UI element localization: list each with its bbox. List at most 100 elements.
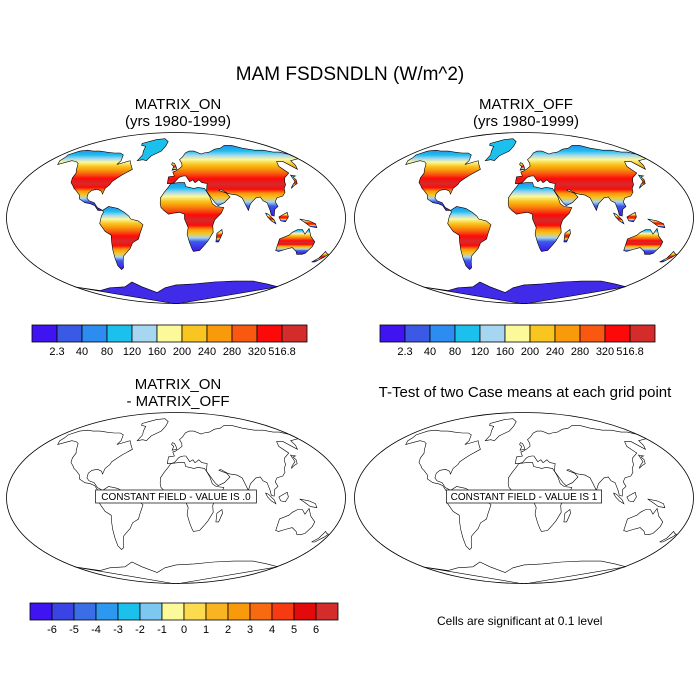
map-ttest-coastline-greenland bbox=[484, 418, 517, 442]
map-matrix-on-land-fill-newguinea bbox=[299, 219, 317, 228]
panel-title-difference: MATRIX_ON - MATRIX_OFF bbox=[126, 376, 230, 410]
colorbar-matrix-on-swatch bbox=[281, 324, 308, 343]
colorbar-difference-tick-label: 0 bbox=[181, 624, 187, 636]
colorbar-matrix-off-swatch bbox=[529, 324, 556, 343]
colorbar-matrix-on-swatch bbox=[131, 324, 158, 343]
map-ttest-coastline-japan bbox=[637, 454, 646, 469]
colorbar-difference-tick-label: -2 bbox=[135, 624, 145, 636]
colorbar-matrix-on-swatch bbox=[81, 324, 108, 343]
panel-title-ttest: T-Test of two Case means at each grid po… bbox=[378, 384, 672, 401]
map-difference-coastline-nz bbox=[311, 530, 329, 543]
panel-title-matrix-off: MATRIX_OFF (yrs 1980-1999) bbox=[473, 96, 579, 130]
map-difference-svg: CONSTANT FIELD - VALUE IS .0 bbox=[6, 412, 346, 584]
map-difference-coastline-madagascar bbox=[215, 508, 223, 523]
colorbar-matrix-on-swatch bbox=[156, 324, 183, 343]
map-ttest-coastline-newguinea bbox=[647, 498, 666, 508]
colorbar-difference-tick-label: -6 bbox=[47, 624, 57, 636]
colorbar-difference-swatch bbox=[29, 602, 53, 621]
colorbar-matrix-off-tick-label: 200 bbox=[521, 346, 539, 358]
map-matrix-off-land-fill-greenland bbox=[485, 138, 517, 161]
colorbar-difference-swatch bbox=[271, 602, 295, 621]
map-difference-coastline-japan bbox=[289, 454, 298, 469]
colorbar-difference-svg: -6 -5 -4 -3 -2 -1 0 1 2 3 4 5 6 bbox=[29, 602, 339, 636]
colorbar-difference-tick-label: 3 bbox=[247, 624, 253, 636]
map-difference-coastline-greenland bbox=[136, 418, 169, 442]
map-ttest-coastline-borneo bbox=[626, 491, 637, 503]
colorbar-matrix-on-tick-label: 160 bbox=[148, 346, 166, 358]
colorbar-matrix-off-swatch bbox=[454, 324, 481, 343]
colorbar-difference-tick-label: 5 bbox=[291, 624, 297, 636]
map-ttest-boundary bbox=[354, 412, 694, 584]
map-ttest-constant-field-label: CONSTANT FIELD - VALUE IS 1 bbox=[451, 492, 598, 503]
map-difference-constant-field-label: CONSTANT FIELD - VALUE IS .0 bbox=[101, 492, 251, 503]
colorbar-difference-tick-label: -3 bbox=[113, 624, 123, 636]
map-difference-coastline-britain bbox=[171, 442, 178, 451]
map-difference-boundary bbox=[6, 412, 346, 584]
map-matrix-on-land-fill-australia bbox=[275, 228, 315, 255]
colorbar-difference-tick-label: -5 bbox=[69, 624, 79, 636]
significance-note: Cells are significant at 0.1 level bbox=[437, 614, 603, 628]
colorbar-matrix-on-tick-label: 120 bbox=[123, 346, 141, 358]
colorbar-matrix-off-swatch bbox=[479, 324, 506, 343]
map-matrix-on-land-fill-namerica bbox=[57, 150, 133, 211]
colorbar-difference-swatch bbox=[51, 602, 75, 621]
map-matrix-on-coastline-sumatra bbox=[264, 212, 277, 225]
map-difference: CONSTANT FIELD - VALUE IS .0 bbox=[6, 412, 346, 589]
map-ttest-coastline-namerica bbox=[405, 429, 481, 491]
colorbar-matrix-off-swatch bbox=[404, 324, 431, 343]
map-matrix-off-coastline-britain bbox=[519, 162, 526, 171]
colorbar-difference-swatch bbox=[293, 602, 317, 621]
map-matrix-off-coastline-nz bbox=[659, 250, 677, 263]
colorbar-matrix-on-swatch bbox=[206, 324, 233, 343]
map-matrix-off-land-fill-eurasia bbox=[515, 145, 646, 217]
map-matrix-on-coastline-namerica bbox=[57, 149, 133, 211]
map-matrix-on-coastline-greenland bbox=[136, 138, 169, 162]
map-matrix-on-coastline-australia bbox=[275, 227, 316, 255]
map-matrix-off-land-fill-antarctica bbox=[422, 281, 626, 304]
map-matrix-on-coastline-africa bbox=[159, 182, 225, 252]
colorbar-matrix-off-swatch bbox=[629, 324, 656, 343]
map-matrix-on-coastline-antarctica bbox=[73, 280, 279, 304]
colorbar-difference-swatch bbox=[161, 602, 185, 621]
colorbar-difference-swatch bbox=[315, 602, 339, 621]
colorbar-difference-swatch bbox=[95, 602, 119, 621]
colorbar-difference-tick-label: 4 bbox=[269, 624, 275, 636]
colorbar-matrix-off-tick-label: 80 bbox=[449, 346, 461, 358]
map-difference-coastline-namerica bbox=[57, 429, 133, 491]
colorbar-difference-swatch bbox=[205, 602, 229, 621]
map-ttest-constant-field-box bbox=[446, 489, 602, 504]
colorbar-matrix-off: 2.3 40 80 120 160 200 240 280 320 516.8 bbox=[368, 324, 667, 366]
colorbar-matrix-on-tick-label: 80 bbox=[101, 346, 113, 358]
colorbar-difference-tick-label: -4 bbox=[91, 624, 101, 636]
map-matrix-on-coastline-eurasia bbox=[166, 145, 299, 217]
map-ttest: CONSTANT FIELD - VALUE IS 1 bbox=[354, 412, 694, 589]
colorbar-matrix-off-swatch bbox=[504, 324, 531, 343]
map-matrix-off-land-fill-madagascar bbox=[563, 229, 571, 242]
map-ttest-coastline-madagascar bbox=[563, 508, 571, 523]
map-difference-coastline-australia bbox=[275, 507, 316, 535]
map-ttest-coastline-antarctica bbox=[421, 560, 627, 584]
colorbar-matrix-off-swatch bbox=[554, 324, 581, 343]
map-difference-coastline-borneo bbox=[278, 491, 289, 503]
map-matrix-off-coastline-eurasia bbox=[514, 145, 647, 217]
map-matrix-off-land-fill-sumatra bbox=[613, 213, 624, 224]
map-matrix-on-land-fill-sumatra bbox=[265, 213, 276, 224]
map-matrix-on-land-fill-antarctica bbox=[74, 281, 278, 304]
map-matrix-on-svg bbox=[6, 132, 346, 304]
colorbar-matrix-off-svg: 2.3 40 80 120 160 200 240 280 320 516.8 bbox=[379, 324, 656, 358]
colorbar-matrix-on-swatch bbox=[31, 324, 58, 343]
colorbar-matrix-off-tick-label: 120 bbox=[471, 346, 489, 358]
map-ttest-coastline-nz bbox=[659, 530, 677, 543]
colorbar-difference-tick-label: 1 bbox=[203, 624, 209, 636]
map-matrix-on-land-fill-madagascar bbox=[215, 229, 223, 242]
map-matrix-off-land-fill-australia bbox=[623, 228, 663, 255]
map-matrix-on-land-fill-africa bbox=[160, 182, 224, 252]
map-ttest-coastline-eurasia bbox=[514, 425, 647, 497]
colorbar-matrix-off-tick-label: 160 bbox=[496, 346, 514, 358]
map-matrix-off-coastline-newguinea bbox=[647, 218, 666, 228]
map-matrix-off-coastline-madagascar bbox=[563, 228, 571, 243]
map-matrix-off-boundary bbox=[354, 132, 694, 304]
panel-title-matrix-on: MATRIX_ON (yrs 1980-1999) bbox=[125, 96, 231, 130]
colorbar-matrix-on-tick-label: 200 bbox=[173, 346, 191, 358]
colorbar-difference-swatch bbox=[73, 602, 97, 621]
